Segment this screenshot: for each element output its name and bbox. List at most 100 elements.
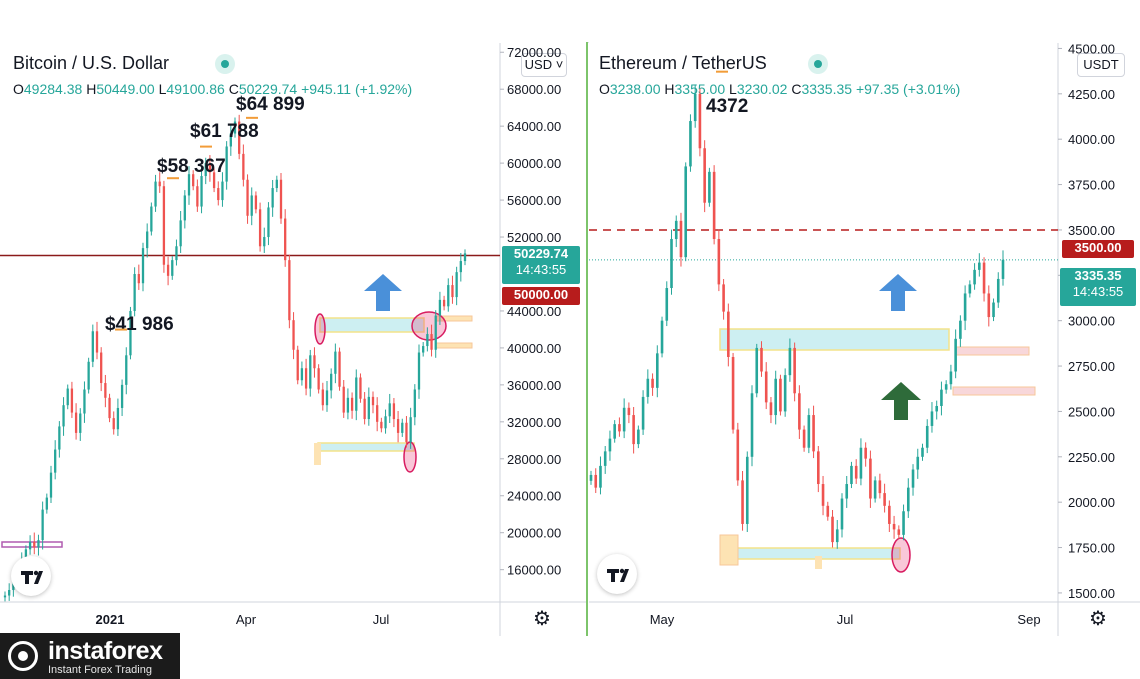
eth-candle-body bbox=[788, 347, 792, 376]
eth-candle-body bbox=[745, 456, 749, 524]
eth-candle-body bbox=[613, 424, 616, 439]
btc-candle-body bbox=[162, 186, 166, 265]
btc-candle-body bbox=[54, 449, 57, 473]
gear-icon[interactable]: ⚙ bbox=[1089, 608, 1107, 630]
btc-candle-body bbox=[279, 179, 283, 219]
btc-candle-body bbox=[37, 540, 40, 548]
btc-candle-body bbox=[112, 418, 115, 430]
btc-candle-body bbox=[146, 231, 149, 249]
btc-circle-marker bbox=[411, 311, 447, 341]
btc-candle-body bbox=[296, 349, 299, 381]
btc-candle-body bbox=[304, 368, 308, 389]
btc-candle-body bbox=[66, 388, 69, 406]
eth-candle-body bbox=[812, 415, 815, 452]
price-axis-label: 3500.00 bbox=[1068, 223, 1115, 238]
btc-candle-body bbox=[422, 346, 425, 353]
btc-candle-body bbox=[359, 377, 362, 399]
btc-candle-body bbox=[451, 285, 454, 298]
eth-small-zone-1 bbox=[955, 346, 1030, 356]
btc-candle-body bbox=[384, 416, 387, 429]
price-axis-label: 4000.00 bbox=[1068, 132, 1115, 147]
eth-candle-body bbox=[835, 529, 839, 543]
btc-candle-body bbox=[3, 595, 7, 598]
eth-resistance-zone bbox=[719, 328, 950, 351]
btc-candle-body bbox=[434, 315, 437, 350]
eth-candle-body bbox=[968, 284, 972, 294]
eth-candle-body bbox=[712, 171, 716, 240]
btc-candle-body bbox=[405, 422, 408, 443]
eth-candle-body bbox=[897, 529, 901, 535]
eth-candle-body bbox=[821, 484, 825, 506]
symbol-title[interactable]: Bitcoin / U.S. Dollar bbox=[13, 53, 170, 73]
currency-unit-button[interactable]: USDT bbox=[1077, 53, 1125, 77]
btc-candle-body bbox=[87, 361, 90, 390]
btc-candle-body bbox=[288, 260, 291, 321]
price-axis-label: 2750.00 bbox=[1068, 359, 1115, 374]
eth-candle-body bbox=[873, 480, 877, 499]
eth-candle-body bbox=[608, 438, 612, 452]
btc-candle-body bbox=[334, 351, 337, 374]
eth-candle-body bbox=[1001, 259, 1005, 279]
price-axis-label: 64000.00 bbox=[507, 119, 561, 134]
btc-candle-body bbox=[388, 403, 391, 417]
eth-candle-body bbox=[637, 429, 640, 445]
btc-candle-body bbox=[192, 174, 195, 187]
currency-unit-button[interactable]: USD ˅ bbox=[521, 53, 567, 77]
eth-candle-body bbox=[736, 429, 740, 481]
btc-candle-body bbox=[137, 273, 140, 284]
btc-candle-body bbox=[62, 405, 65, 427]
btc-candle-body bbox=[74, 412, 78, 433]
btc-candle-body bbox=[463, 253, 467, 262]
eth-candle-body bbox=[660, 320, 664, 354]
symbol-title[interactable]: Ethereum / TetherUS bbox=[599, 53, 767, 73]
btc-support-zone bbox=[319, 317, 425, 333]
eth-candle-body bbox=[698, 93, 702, 149]
btc-candle-body bbox=[200, 176, 203, 207]
up-arrow-icon bbox=[364, 274, 402, 311]
tradingview-logo-icon[interactable] bbox=[597, 554, 637, 594]
eth-candle-body bbox=[840, 498, 844, 530]
eth-bottom-marker bbox=[815, 556, 822, 569]
price-axis-label: 68000.00 bbox=[507, 82, 561, 97]
eth-candle-body bbox=[769, 402, 773, 416]
btc-candle-body bbox=[179, 220, 182, 247]
btc-candle-body bbox=[271, 188, 274, 208]
btc-candle-body bbox=[242, 153, 245, 180]
eth-candle-body bbox=[731, 356, 735, 430]
btc-candle-body bbox=[300, 368, 304, 381]
price-axis-label: 3750.00 bbox=[1068, 178, 1115, 193]
eth-candle-body bbox=[916, 456, 920, 470]
eth-candle-body bbox=[817, 451, 820, 485]
eth-candle-body bbox=[959, 320, 962, 339]
eth-candle-body bbox=[641, 396, 645, 430]
eth-candle-body bbox=[883, 493, 886, 506]
time-axis-label: Jul bbox=[373, 612, 390, 627]
up-arrow-icon bbox=[881, 382, 921, 420]
btc-bottom-zone bbox=[317, 442, 415, 452]
panel-divider[interactable] bbox=[586, 42, 588, 636]
btc-candle-body bbox=[95, 331, 99, 353]
btc-candle-body bbox=[371, 396, 375, 406]
btc-bottom-marker bbox=[314, 443, 321, 465]
price-axis-label: 20000.00 bbox=[507, 526, 561, 541]
eth-candle-body bbox=[845, 484, 849, 499]
eth-candle-body bbox=[651, 378, 654, 388]
price-axis-label: 3000.00 bbox=[1068, 314, 1115, 329]
eth-candle-body bbox=[589, 474, 593, 481]
tradingview-logo-icon[interactable] bbox=[11, 556, 51, 596]
eth-candle-body bbox=[674, 220, 678, 240]
gear-icon[interactable]: ⚙ bbox=[533, 608, 551, 630]
eth-candle-body bbox=[921, 447, 924, 457]
price-annotation: $64 899 bbox=[236, 94, 305, 115]
btc-candle-body bbox=[267, 207, 270, 238]
price-axis-label: 24000.00 bbox=[507, 489, 561, 504]
eth-candle-body bbox=[727, 311, 730, 357]
btc-candle-body bbox=[120, 384, 124, 408]
btc-candle-body bbox=[309, 355, 312, 389]
eth-candle-body bbox=[878, 480, 882, 494]
btc-candle-body bbox=[447, 285, 450, 307]
btc-candle-body bbox=[221, 181, 224, 201]
time-axis-label: Apr bbox=[236, 612, 257, 627]
price-axis-label: 32000.00 bbox=[507, 415, 561, 430]
